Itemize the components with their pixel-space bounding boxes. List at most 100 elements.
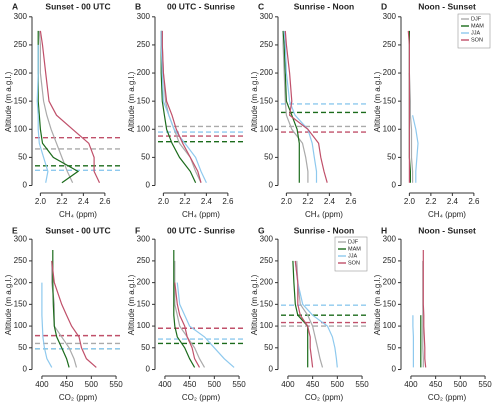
x-tick-label: 400 [158, 380, 172, 389]
y-tick-label: 50 [387, 152, 396, 161]
x-tick-label: 550 [232, 380, 246, 389]
profile-line [51, 260, 97, 368]
y-axis-label: Altitude (m a.g.l.) [4, 274, 13, 335]
panel-label: D [381, 1, 387, 11]
x-tick-label: 2.2 [56, 197, 68, 206]
y-tick-label: 100 [137, 321, 151, 330]
x-tick-label: 2.6 [468, 197, 480, 206]
panel-label: G [258, 225, 265, 235]
y-tick-label: 300 [383, 234, 397, 243]
x-tick-label: 500 [85, 380, 99, 389]
y-tick-label: 250 [137, 256, 151, 265]
x-axis-label: CO₂ (ppm) [305, 393, 344, 402]
profile-line [282, 30, 309, 183]
y-tick-label: 150 [260, 96, 274, 105]
profile-line [161, 30, 202, 183]
y-tick-label: 100 [14, 321, 28, 330]
profile-line [39, 30, 101, 183]
x-tick-label: 2.2 [302, 197, 314, 206]
profile-line [422, 250, 427, 368]
y-tick-label: 100 [260, 321, 274, 330]
profile-line [36, 44, 49, 183]
y-tick-label: 300 [14, 12, 28, 21]
profile-line [283, 30, 318, 183]
y-tick-label: 200 [14, 68, 28, 77]
panel-title: 00 UTC - Sunrise [167, 225, 235, 235]
panel: G Sunrise - Noon 0 50 100 150 200 250 300 Altitud… [250, 225, 369, 402]
panel: E Sunset - 00 UTC 0 50 100 150 200 250 300 Altitu… [4, 225, 123, 402]
x-tick-label: 2.6 [345, 197, 357, 206]
profile-line [173, 250, 196, 368]
y-tick-label: 300 [137, 234, 151, 243]
x-tick-label: 450 [306, 380, 320, 389]
y-tick-label: 200 [260, 278, 274, 287]
x-tick-label: 2.6 [99, 197, 111, 206]
x-tick-label: 400 [281, 380, 295, 389]
x-axis-label: CH₄ (ppm) [59, 210, 97, 219]
x-tick-label: 550 [355, 380, 369, 389]
profile-line [412, 115, 419, 183]
y-tick-label: 0 [146, 365, 151, 374]
y-tick-label: 300 [260, 12, 274, 21]
panel-label: A [12, 1, 18, 11]
x-tick-label: 400 [35, 380, 49, 389]
legend-label: JJA [348, 253, 358, 259]
legend-label: MAM [348, 246, 361, 252]
y-tick-label: 300 [383, 12, 397, 21]
profile-line [284, 30, 328, 183]
profile-line [408, 72, 414, 183]
panel-title: Noon - Sunset [418, 1, 476, 11]
panel: F 00 UTC - Sunrise 0 50 100 150 200 250 300 Altit… [127, 225, 246, 402]
panel-label: E [12, 225, 18, 235]
x-tick-label: 400 [404, 380, 418, 389]
panel-title: Sunset - 00 UTC [45, 1, 110, 11]
y-tick-label: 50 [264, 152, 273, 161]
profile-line [52, 250, 70, 368]
panel: C Sunrise - Noon 0 50 100 150 200 250 300 Altitud… [250, 1, 367, 219]
x-tick-label: 550 [109, 380, 123, 389]
y-tick-label: 0 [269, 181, 274, 190]
panel-label: C [258, 1, 264, 11]
profile-line [294, 260, 314, 368]
y-tick-label: 250 [260, 256, 274, 265]
y-tick-label: 200 [260, 68, 274, 77]
x-axis-label: CO₂ (ppm) [59, 393, 98, 402]
panel-label: F [135, 225, 140, 235]
y-tick-label: 0 [269, 365, 274, 374]
x-tick-label: 2.4 [201, 197, 213, 206]
y-axis-label: Altitude (m a.g.l.) [250, 71, 259, 132]
y-axis-label: Altitude (m a.g.l.) [373, 274, 382, 335]
panel-label: H [381, 225, 387, 235]
x-tick-label: 2.2 [425, 197, 437, 206]
y-tick-label: 150 [383, 299, 397, 308]
y-tick-label: 300 [137, 12, 151, 21]
profile-line [41, 282, 53, 368]
profile-line [412, 315, 414, 368]
panel-label: B [135, 1, 141, 11]
y-tick-label: 50 [387, 343, 396, 352]
x-tick-label: 500 [208, 380, 222, 389]
y-tick-label: 50 [141, 152, 150, 161]
y-tick-label: 250 [383, 40, 397, 49]
y-tick-label: 150 [14, 96, 28, 105]
y-tick-label: 50 [18, 343, 27, 352]
y-tick-label: 200 [137, 68, 151, 77]
x-tick-label: 2.0 [281, 197, 293, 206]
x-axis-label: CH₄ (ppm) [305, 210, 343, 219]
y-tick-label: 250 [14, 40, 28, 49]
legend-label: JJA [471, 30, 481, 36]
y-tick-label: 250 [137, 40, 151, 49]
profile-line [176, 282, 235, 368]
x-tick-label: 2.4 [78, 197, 90, 206]
x-tick-label: 500 [331, 380, 345, 389]
profile-line [174, 282, 201, 368]
x-tick-label: 450 [60, 380, 74, 389]
y-tick-label: 200 [383, 68, 397, 77]
legend-label: SON [348, 260, 360, 266]
y-tick-label: 100 [137, 124, 151, 133]
panel-title: Sunset - 00 UTC [45, 225, 110, 235]
y-axis-label: Altitude (m a.g.l.) [127, 274, 136, 335]
y-tick-label: 0 [392, 365, 397, 374]
y-tick-label: 0 [23, 365, 28, 374]
